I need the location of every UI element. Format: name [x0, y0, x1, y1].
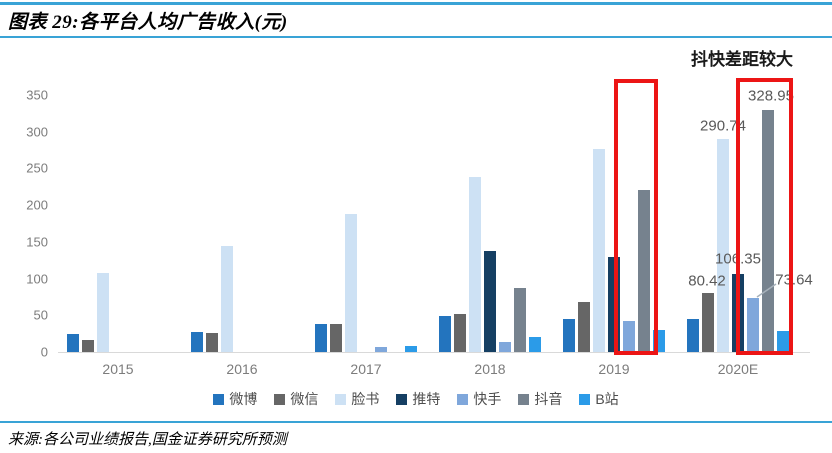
value-label: 80.42: [688, 272, 726, 290]
bar-B站-2017: [404, 346, 417, 352]
bar-微信-2016: [205, 333, 218, 352]
x-axis-line: [58, 352, 810, 353]
legend-item-B站: B站: [579, 389, 619, 409]
chart-legend: 微博 微信 脸书 推特 快手 抖音 B站: [0, 389, 832, 409]
legend-item-微博: 微博: [213, 389, 257, 409]
page-title: 图表 29:各平台人均广告收入(元): [8, 12, 288, 33]
legend-swatch: [457, 393, 469, 405]
x-tick-label: 2020E: [717, 361, 759, 377]
bar-快手-2018: [498, 342, 511, 352]
bar-脸书-2020E: [716, 139, 729, 352]
value-label: 290.74: [700, 117, 746, 135]
bar-脸书-2017: [344, 214, 357, 352]
y-tick-label: 50: [33, 307, 48, 323]
bar-抖音-2018: [513, 288, 526, 352]
legend-label: 微博: [229, 391, 258, 407]
bar-脸书-2018: [468, 177, 481, 352]
bar-B站-2020E: [776, 331, 789, 352]
legend-item-抖音: 抖音: [518, 389, 562, 409]
y-tick-label: 0: [40, 344, 48, 360]
bar-微博-2019: [562, 319, 575, 352]
y-tick-label: 100: [26, 271, 48, 287]
x-tick-label: 2018: [474, 361, 506, 377]
x-tick-label: 2016: [226, 361, 258, 377]
bar-脸书-2016: [220, 246, 233, 352]
bar-微博-2015: [66, 334, 79, 352]
bar-微信-2018: [453, 314, 466, 352]
legend-swatch: [518, 393, 530, 405]
source-note: 来源:各公司业绩报告,国金证券研究所预测: [8, 432, 287, 448]
chart-annotation: 抖快差距较大: [691, 50, 793, 69]
bar-推特-2018: [483, 251, 496, 352]
bar-快手-2019: [622, 321, 635, 352]
highlight-box: [736, 78, 793, 355]
bar-快手-2020E: [746, 298, 759, 352]
bar-微博-2018: [438, 316, 451, 352]
legend-swatch: [396, 393, 408, 405]
bar-微信-2020E: [701, 293, 714, 352]
value-label: 328.95: [748, 87, 794, 105]
legend-label: 快手: [473, 391, 502, 407]
legend-label: 抖音: [534, 391, 563, 407]
legend-item-微信: 微信: [274, 389, 318, 409]
x-tick-label: 2017: [350, 361, 382, 377]
footer-divider: [0, 421, 832, 423]
x-tick-label: 2015: [102, 361, 134, 377]
bar-微博-2016: [190, 332, 203, 352]
bar-脸书-2019: [592, 149, 605, 352]
legend-swatch: [335, 393, 347, 405]
y-tick-label: 150: [26, 234, 48, 250]
bar-脸书-2015: [96, 273, 109, 352]
legend-item-快手: 快手: [457, 389, 501, 409]
value-label: 73.64: [775, 271, 813, 289]
legend-item-脸书: 脸书: [335, 389, 379, 409]
legend-label: B站: [595, 391, 619, 407]
bar-抖音-2019: [637, 190, 650, 352]
legend-label: 微信: [290, 391, 319, 407]
legend-swatch: [579, 393, 591, 405]
y-tick-label: 250: [26, 160, 48, 176]
y-tick-label: 200: [26, 197, 48, 213]
bar-微博-2017: [314, 324, 327, 352]
bar-微信-2017: [329, 324, 342, 352]
bar-微博-2020E: [686, 319, 699, 352]
bar-B站-2018: [528, 337, 541, 352]
legend-swatch: [213, 393, 225, 405]
legend-label: 脸书: [351, 391, 380, 407]
bar-快手-2017: [374, 347, 387, 352]
bar-微信-2015: [81, 340, 94, 352]
y-tick-label: 350: [26, 87, 48, 103]
legend-label: 推特: [412, 391, 441, 407]
legend-item-推特: 推特: [396, 389, 440, 409]
highlight-box: [614, 79, 658, 355]
title-divider: [0, 36, 832, 38]
bar-微信-2019: [577, 302, 590, 352]
top-divider: [0, 2, 832, 5]
x-tick-label: 2019: [598, 361, 630, 377]
y-tick-label: 300: [26, 124, 48, 140]
legend-swatch: [274, 393, 286, 405]
